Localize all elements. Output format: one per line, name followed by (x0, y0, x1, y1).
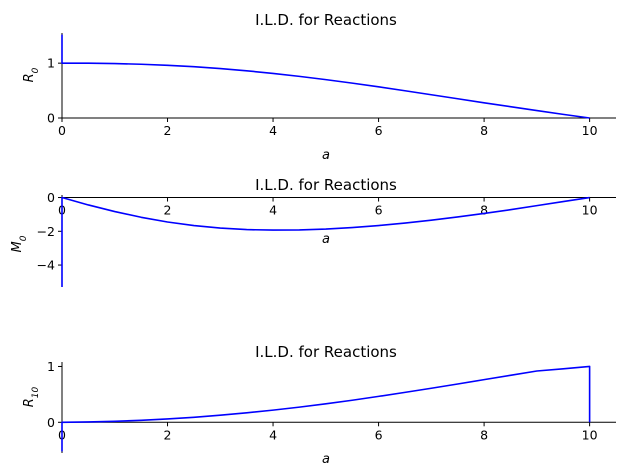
y-tick-label: 1 (47, 56, 55, 71)
y-tick-label: 1 (47, 359, 55, 374)
x-ticks: 0 2 4 6 8 10 (58, 118, 598, 138)
y-axis-label-subscript: 0 (19, 235, 29, 241)
y-tick-label: −2 (37, 224, 55, 239)
y-tick-label: 0 (47, 111, 55, 126)
series-group (61, 365, 591, 452)
y-ticks: 0 −2 −4 (37, 190, 62, 273)
y-tick-label: 0 (47, 190, 55, 205)
x-axis-label: a (322, 452, 330, 467)
y-axis-label-base: M (10, 241, 25, 252)
y-axis-label: R10 (22, 386, 41, 407)
series-line-0 (61, 365, 591, 452)
x-tick-label: 4 (269, 203, 277, 218)
x-axis-label: a (322, 232, 330, 247)
series-line-0 (61, 34, 590, 119)
y-axis-label-base: R (22, 73, 37, 82)
x-tick-label: 8 (480, 123, 488, 138)
x-tick-label: 6 (375, 427, 383, 442)
y-tick-label: 0 (47, 415, 55, 430)
y-axis-label-subscript: 0 (31, 67, 41, 73)
x-tick-label: 4 (269, 427, 277, 442)
x-tick-label: 0 (58, 123, 66, 138)
x-axis-label: a (322, 148, 330, 163)
y-axis-label-subscript: 10 (31, 386, 41, 398)
x-tick-label: 2 (164, 203, 172, 218)
x-tick-label: 10 (582, 427, 598, 442)
x-tick-label: 8 (480, 203, 488, 218)
x-tick-label: 10 (582, 203, 598, 218)
series-group (61, 196, 590, 287)
y-axis-label-base: R (22, 398, 37, 407)
series-line-0 (61, 196, 590, 287)
y-axis-label: M0 (10, 235, 29, 252)
chart-panel-reactions-r0: I.L.D. for Reactions a R0 0 2 4 6 8 10 01 (22, 11, 616, 163)
x-tick-label: 8 (480, 427, 488, 442)
x-tick-label: 2 (164, 123, 172, 138)
y-tick-label: −4 (37, 258, 55, 273)
x-tick-label: 2 (164, 427, 172, 442)
chart-title: I.L.D. for Reactions (255, 343, 397, 361)
x-tick-label: 10 (582, 123, 598, 138)
x-tick-label: 6 (375, 203, 383, 218)
series-group (61, 34, 590, 119)
x-tick-label: 4 (269, 123, 277, 138)
y-axis-label: R0 (22, 67, 41, 82)
chart-title: I.L.D. for Reactions (255, 176, 397, 194)
chart-title: I.L.D. for Reactions (255, 11, 397, 29)
x-tick-label: 6 (375, 123, 383, 138)
chart-panel-reactions-m0: I.L.D. for Reactions a M0 0 2 4 6 8 10 0 −2 −4 (10, 176, 616, 287)
